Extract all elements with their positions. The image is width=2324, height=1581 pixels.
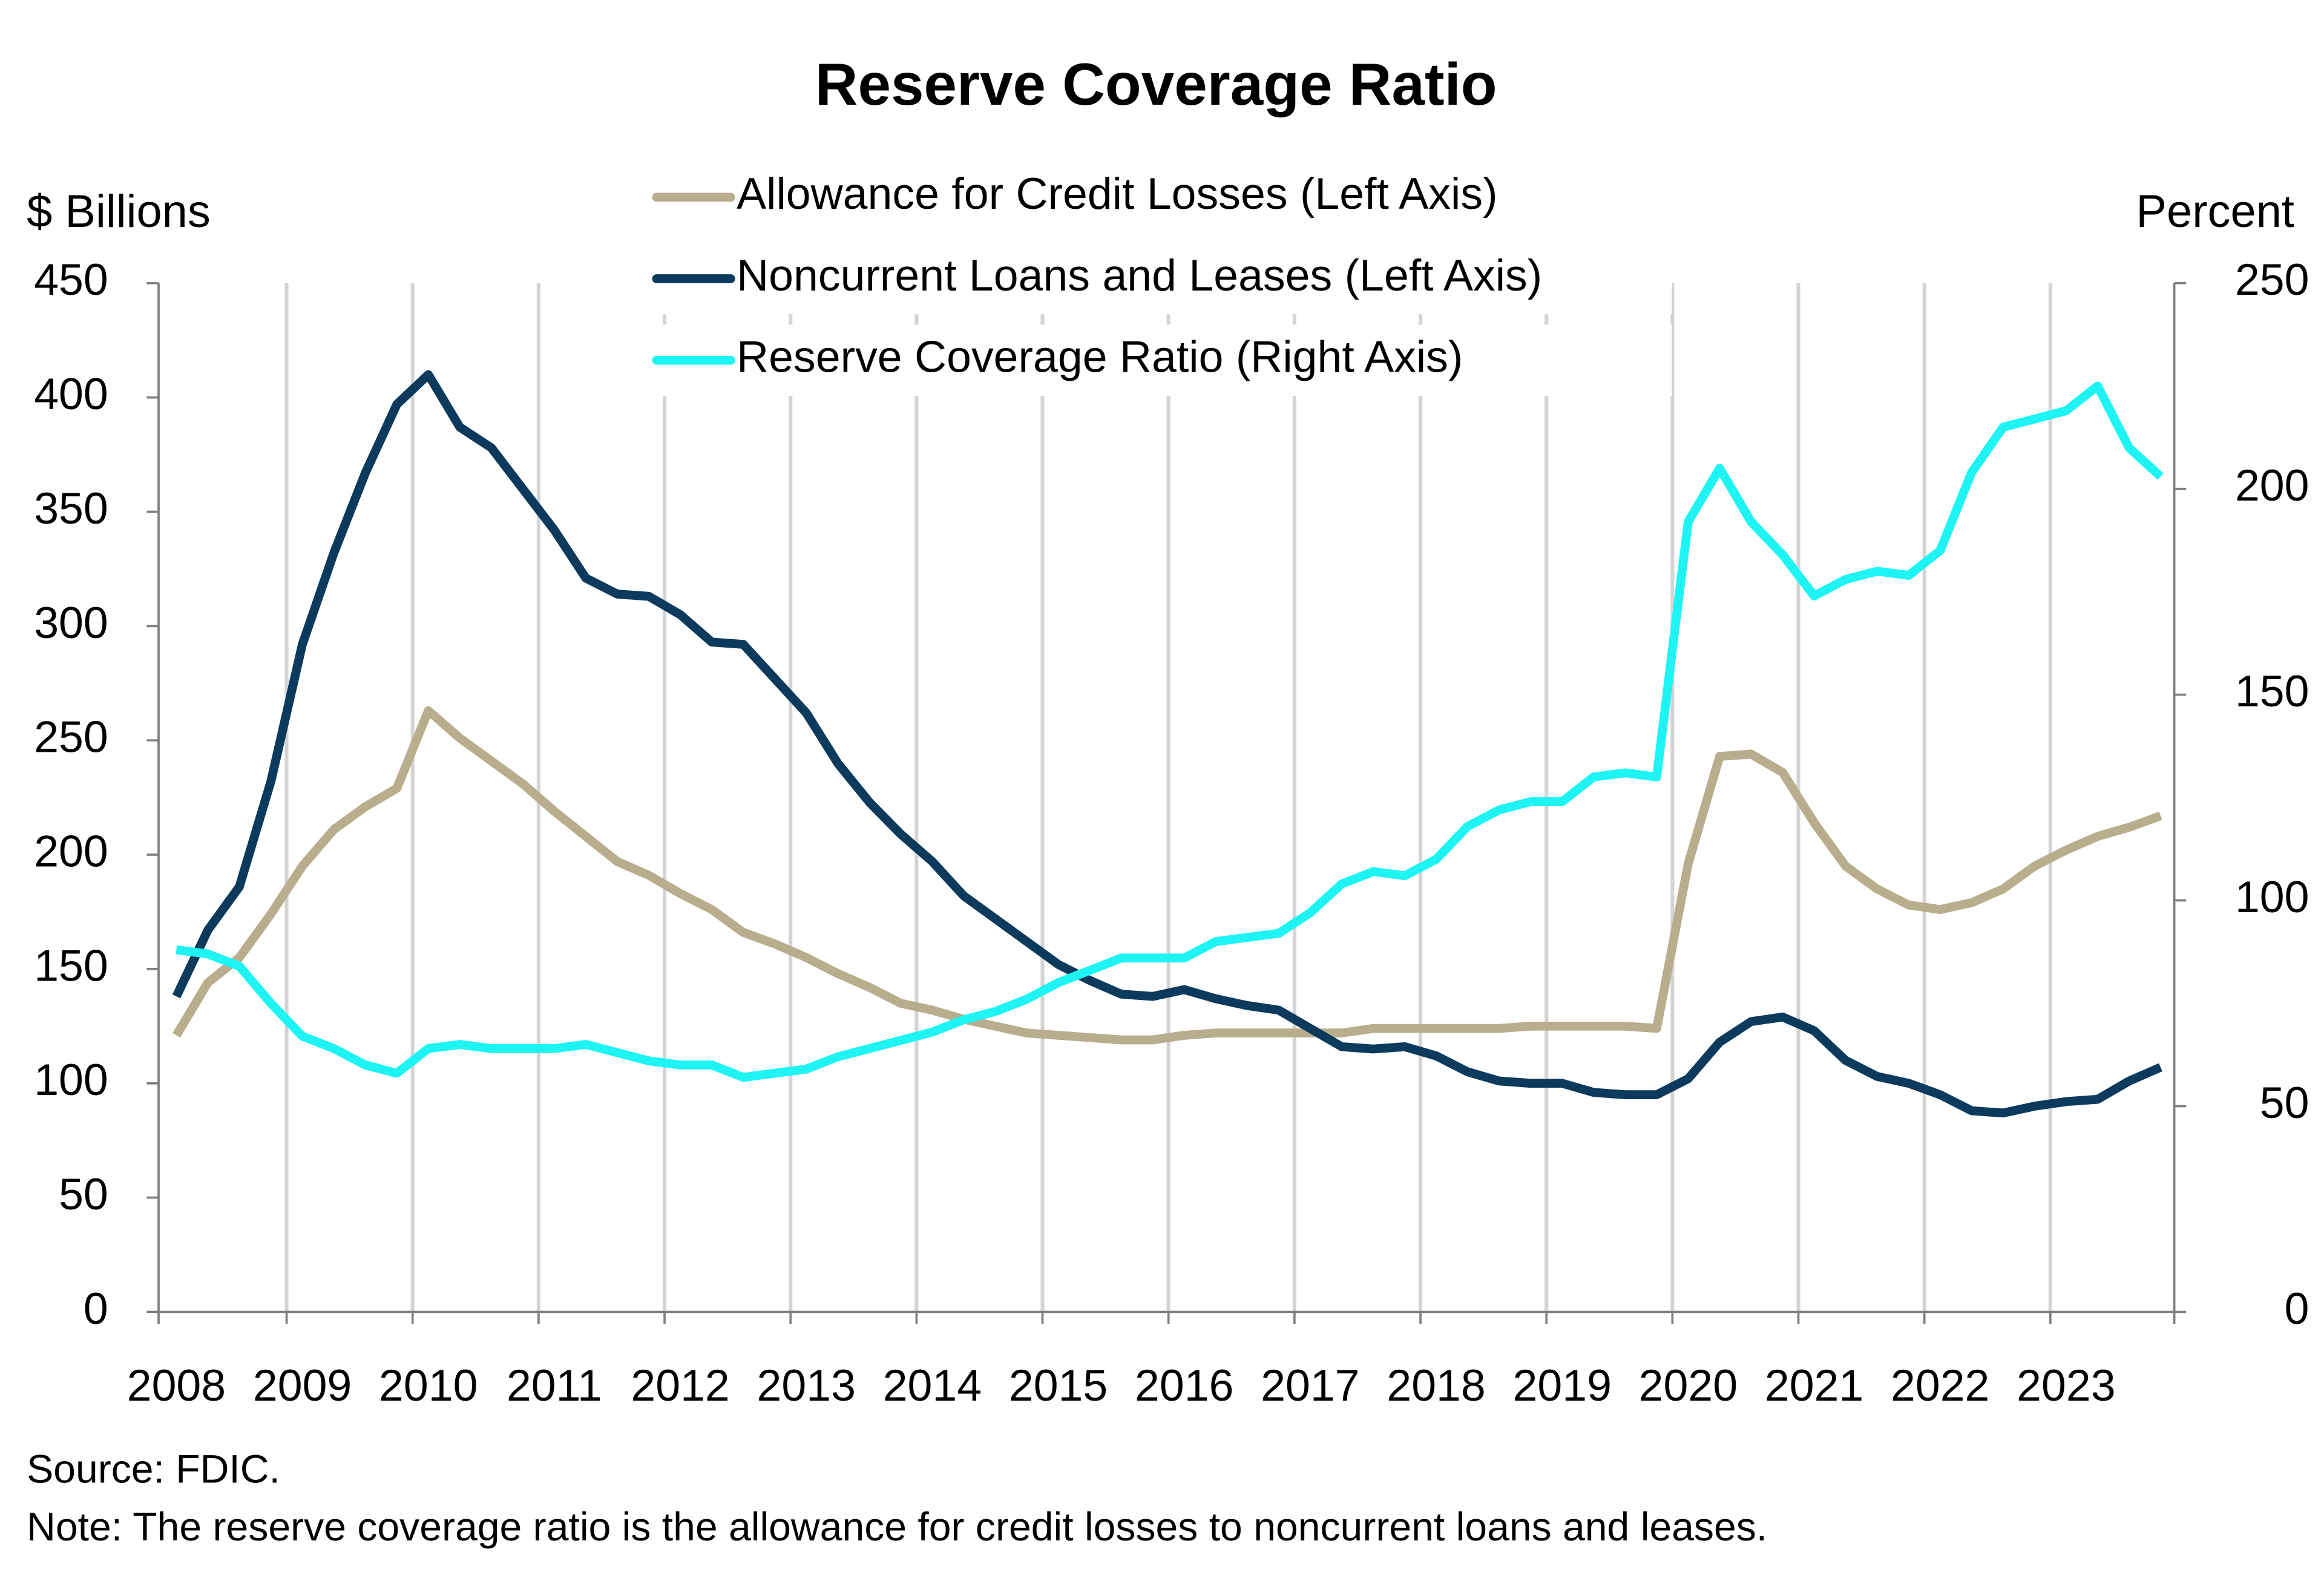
x-tick-label: 2010 xyxy=(379,1360,478,1410)
y-tick-label: 0 xyxy=(84,1283,108,1333)
x-tick-label: 2019 xyxy=(1513,1360,1612,1410)
x-tick-label: 2013 xyxy=(757,1360,856,1410)
source: Source: FDIC. xyxy=(27,1447,280,1491)
y2-tick-label: 150 xyxy=(2235,666,2309,716)
x-tick-label: 2020 xyxy=(1639,1360,1738,1410)
y-tick-label: 400 xyxy=(34,369,108,419)
y2-tick-label: 200 xyxy=(2235,460,2309,510)
x-tick-label: 2011 xyxy=(507,1360,602,1410)
series-line xyxy=(176,381,2164,1082)
legend-background xyxy=(649,162,1672,233)
legend-label: Reserve Coverage Ratio (Right Axis) xyxy=(737,332,1463,382)
x-tick-label: 2015 xyxy=(1009,1360,1108,1410)
y-tick-label: 450 xyxy=(34,254,108,304)
y-tick-label: 300 xyxy=(34,597,108,648)
series-line xyxy=(172,706,2162,1045)
x-tick-label: 2018 xyxy=(1387,1360,1485,1410)
x-tick-label: 2012 xyxy=(631,1360,729,1410)
x-tick-label: 2022 xyxy=(1891,1360,1989,1410)
note: Note: The reserve coverage ratio is the … xyxy=(27,1505,1767,1550)
y-tick-label: 50 xyxy=(59,1169,108,1219)
y2-tick-label: 0 xyxy=(2285,1283,2309,1333)
y2-tick-label: 50 xyxy=(2260,1077,2309,1128)
y-tick-label: 100 xyxy=(34,1054,108,1105)
y2-tick-label: 100 xyxy=(2235,872,2309,922)
x-tick-label: 2017 xyxy=(1261,1360,1359,1410)
legend-label: Allowance for Credit Losses (Left Axis) xyxy=(737,168,1497,219)
y-tick-label: 350 xyxy=(34,483,108,533)
x-tick-label: 2023 xyxy=(2017,1360,2115,1410)
legend-background xyxy=(649,243,1672,315)
chart-title: Reserve Coverage Ratio xyxy=(815,51,1497,117)
series-line xyxy=(172,370,2162,1118)
y-axis-label: $ Billions xyxy=(27,186,211,237)
y-tick-label: 250 xyxy=(34,712,108,762)
y2-tick-label: 250 xyxy=(2235,254,2309,304)
y-tick-label: 150 xyxy=(34,940,108,990)
x-tick-label: 2014 xyxy=(883,1360,982,1410)
x-tick-label: 2021 xyxy=(1765,1360,1863,1410)
y-tick-label: 200 xyxy=(34,826,108,876)
legend-label: Noncurrent Loans and Leases (Left Axis) xyxy=(737,250,1542,300)
y2-axis-label: Percent xyxy=(2136,186,2294,237)
x-tick-label: 2009 xyxy=(253,1360,352,1410)
x-tick-label: 2016 xyxy=(1135,1360,1233,1410)
legend-background xyxy=(649,324,1672,396)
x-tick-label: 2008 xyxy=(127,1360,226,1410)
